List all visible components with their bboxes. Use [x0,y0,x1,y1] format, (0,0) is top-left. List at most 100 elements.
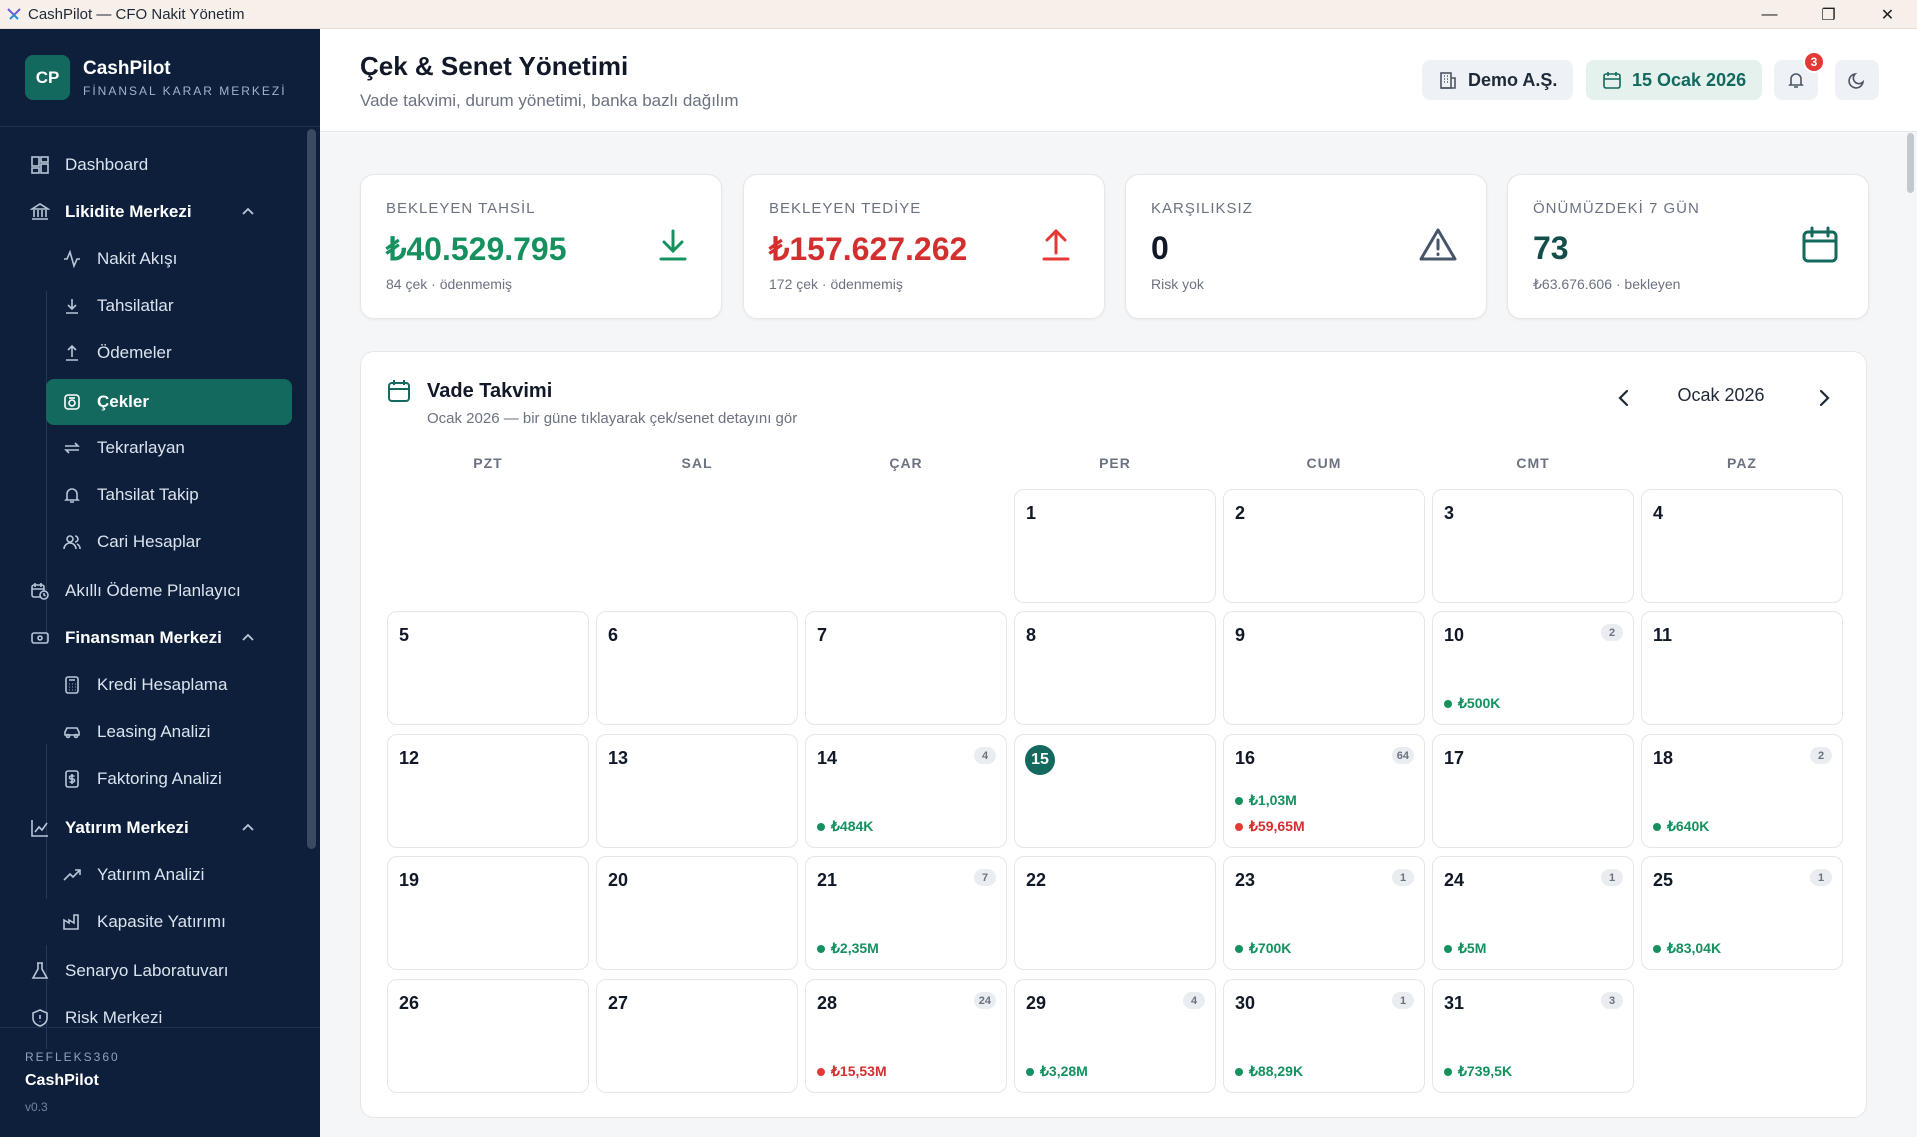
calendar-day[interactable]: 5 [387,611,589,725]
sidebar-item-akilli-odeme[interactable]: Akıllı Ödeme Planlayıcı [0,571,306,611]
day-number: 19 [399,870,420,890]
sidebar-group-finansman[interactable]: Finansman Merkezi [0,618,306,658]
calendar-day[interactable]: 14 4 ₺484K [805,734,1007,848]
sidebar-item-cekler[interactable]: Çekler [46,379,292,425]
calendar-day[interactable]: 28 24 ₺15,53M [805,979,1007,1093]
sidebar-group-likidite[interactable]: Likidite Merkezi [0,192,306,232]
trending-up-icon [62,865,82,885]
amount-text: ₺88,29K [1249,1063,1304,1079]
status-dot [1653,822,1661,831]
kpi-subtext: 84 çek · ödenmemiş [386,276,513,292]
incoming-amount: ₺484K [817,818,873,835]
calendar-day[interactable]: 9 [1223,611,1425,725]
calendar-day[interactable]: 18 2 ₺640K [1641,734,1843,848]
day-number: 12 [399,748,420,768]
sidebar-item-tahsilatlar[interactable]: Tahsilatlar [0,286,306,326]
sidebar-scrollbar[interactable] [307,129,316,849]
day-number: 11 [1653,625,1673,645]
brand[interactable]: CP CashPilot FİNANSAL KARAR MERKEZİ [0,29,320,127]
banknote-icon [30,628,50,648]
calendar-day[interactable]: 12 [387,734,589,848]
calendar-day[interactable]: 16 64 ₺1,03M ₺59,65M [1223,734,1425,848]
notifications-button[interactable]: 3 [1774,51,1825,100]
calendar-day[interactable]: 1 [1014,489,1216,603]
calendar-day[interactable]: 25 1 ₺83,04K [1641,856,1843,970]
brand-subtitle: FİNANSAL KARAR MERKEZİ [83,83,287,98]
amount-text: ₺640K [1667,818,1710,834]
calendar-day[interactable]: 27 [596,979,798,1093]
receipt-icon [62,769,82,789]
calendar-day[interactable]: 22 [1014,856,1216,970]
calendar-day[interactable]: 29 4 ₺3,28M [1014,979,1216,1093]
calendar-day[interactable]: 20 [596,856,798,970]
sidebar-item-dashboard[interactable]: Dashboard [0,145,306,185]
sidebar-item-nakit-akisi[interactable]: Nakit Akışı [0,239,306,279]
sidebar-item-senaryo[interactable]: Senaryo Laboratuvarı [0,951,306,991]
sidebar-item-faktoring[interactable]: Faktoring Analizi [0,759,306,799]
kpi-value: 0 [1151,230,1169,266]
date-selector[interactable]: 15 Ocak 2026 [1586,60,1763,100]
main-scrollbar[interactable] [1907,133,1914,193]
sidebar-item-label: Tahsilat Takip [97,485,199,504]
incoming-amount: ₺700K [1235,940,1291,957]
calendar-day[interactable]: 17 [1432,734,1634,848]
sidebar-item-label: Tekrarlayan [97,438,185,457]
kpi-value: ₺40.529.795 [386,231,567,267]
dashboard-icon [30,155,50,175]
calendar-day[interactable]: 19 [387,856,589,970]
calendar-day[interactable]: 8 [1014,611,1216,725]
calendar-day[interactable]: 10 2 ₺500K [1432,611,1634,725]
status-dot [1235,944,1243,953]
calendar-day[interactable]: 3 [1432,489,1634,603]
sidebar-group-yatirim[interactable]: Yatırım Merkezi [0,808,306,848]
sidebar-item-cari-hesaplar[interactable]: Cari Hesaplar [0,522,306,562]
sidebar: CP CashPilot FİNANSAL KARAR MERKEZİ Dash… [0,29,320,1137]
incoming-amount: ₺2,35M [817,940,879,957]
sidebar-item-tekrarlayan[interactable]: Tekrarlayan [0,428,306,468]
chevron-right-icon[interactable] [1811,385,1837,411]
day-count-badge: 1 [1810,869,1832,886]
day-number: 2 [1235,503,1246,523]
status-dot [1235,822,1243,831]
restore-button[interactable]: ❐ [1821,6,1836,24]
calendar-day[interactable]: 11 [1641,611,1843,725]
sidebar-item-tahsilat-takip[interactable]: Tahsilat Takip [0,475,306,515]
brand-logo: CP [25,55,70,100]
close-button[interactable]: ✕ [1880,6,1895,24]
amount-text: ₺700K [1249,940,1292,956]
company-selector[interactable]: Demo A.Ş. [1422,60,1574,100]
calendar-day[interactable]: 23 1 ₺700K [1223,856,1425,970]
sidebar-item-risk[interactable]: Risk Merkezi [0,998,306,1038]
calendar-day[interactable]: 7 [805,611,1007,725]
outgoing-amount: ₺15,53M [817,1063,887,1080]
chevron-left-icon[interactable] [1611,385,1637,411]
calendar-day[interactable]: 2 [1223,489,1425,603]
sidebar-item-leasing[interactable]: Leasing Analizi [0,712,306,752]
calendar-day[interactable]: 13 [596,734,798,848]
calendar-day[interactable]: 26 [387,979,589,1093]
day-number: 22 [1026,870,1047,890]
sidebar-item-kapasite[interactable]: Kapasite Yatırımı [0,902,306,942]
calendar-day[interactable]: 24 1 ₺5M [1432,856,1634,970]
calendar-day[interactable]: 21 7 ₺2,35M [805,856,1007,970]
calendar-day[interactable]: 15 [1014,734,1216,848]
sidebar-group-label: Yatırım Merkezi [65,818,189,837]
sidebar-item-label: Leasing Analizi [97,722,211,741]
sidebar-item-kredi[interactable]: Kredi Hesaplama [0,665,306,705]
sidebar-item-yatirim-analizi[interactable]: Yatırım Analizi [0,855,306,895]
sidebar-item-label: Ödemeler [97,343,172,362]
calendar-day[interactable]: 31 3 ₺739,5K [1432,979,1634,1093]
amount-text: ₺5M [1458,940,1487,956]
minimize-button[interactable]: — [1761,5,1778,23]
sidebar-item-odemeler[interactable]: Ödemeler [0,333,306,373]
chevron-up-icon [242,823,254,831]
calendar-day[interactable]: 30 1 ₺88,29K [1223,979,1425,1093]
calendar-day[interactable]: 6 [596,611,798,725]
day-number: 24 [1444,870,1465,890]
calendar-day[interactable]: 4 [1641,489,1843,603]
day-count-badge: 1 [1601,869,1623,886]
theme-toggle-button[interactable] [1835,60,1879,100]
day-number: 20 [608,870,629,890]
day-count-badge: 2 [1601,624,1623,641]
page-title: Çek & Senet Yönetimi [360,51,629,81]
